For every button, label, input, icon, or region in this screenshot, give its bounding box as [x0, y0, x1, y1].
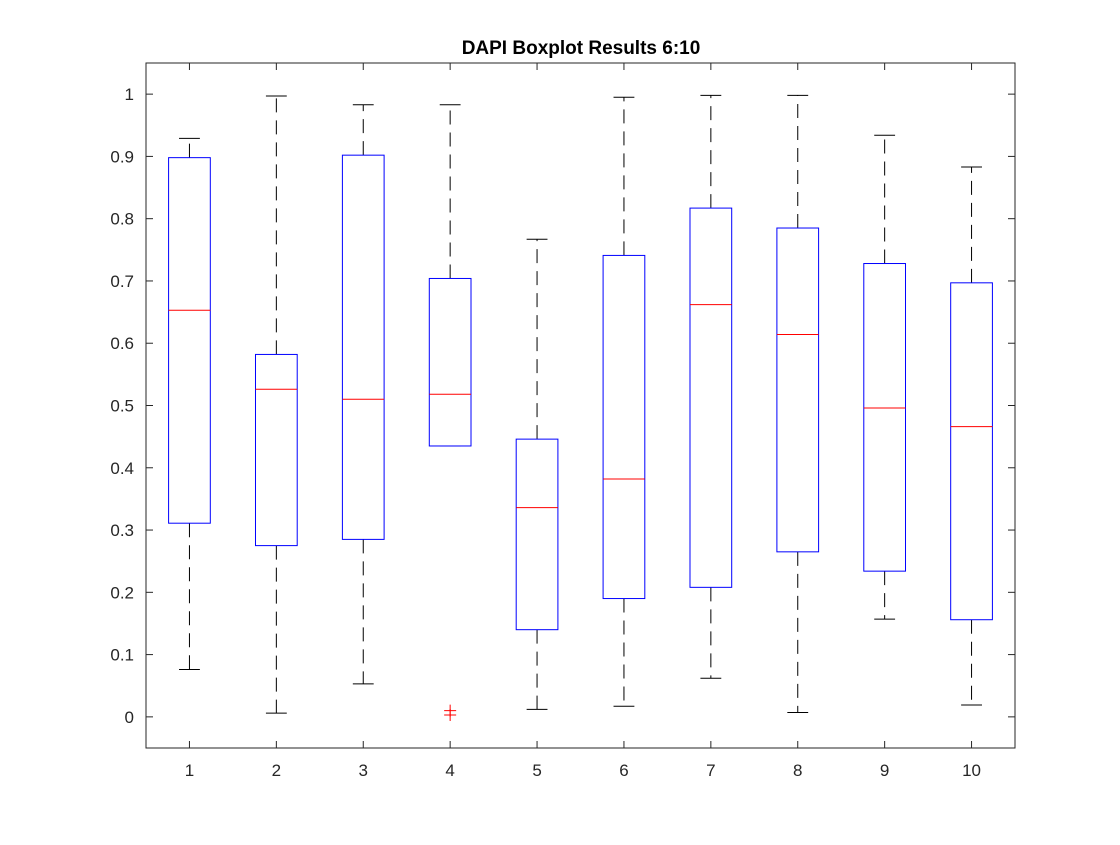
box-group-3 [341, 104, 385, 685]
box-group-5 [515, 238, 559, 710]
box-iqr [428, 277, 472, 447]
box-iqr [950, 282, 993, 621]
box-group-2 [254, 95, 298, 714]
box-iqr [515, 438, 559, 631]
outlier-marker [444, 704, 457, 717]
box-group-9 [863, 134, 907, 620]
y-tick-label: 0.4 [110, 459, 134, 478]
y-tick-label: 0.5 [110, 397, 134, 416]
y-tick-label: 0 [125, 708, 134, 727]
box-group-7 [689, 94, 733, 679]
y-tick-label: 0.8 [110, 210, 134, 229]
x-tick-label: 6 [619, 761, 628, 780]
x-tick-label: 4 [445, 761, 454, 780]
x-tick-label: 2 [272, 761, 281, 780]
axes-frame [145, 62, 1016, 749]
y-tick-label: 0.9 [110, 147, 134, 166]
x-tick-label: 1 [185, 761, 194, 780]
box-iqr [863, 263, 907, 572]
x-tick-label: 10 [962, 761, 981, 780]
box-iqr [602, 254, 646, 600]
x-tick-label: 3 [359, 761, 368, 780]
plot-area: 0 0.1 0.2 0.3 0.4 0.5 0.6 0.7 0.8 0.9 1 1 2 3 4 5 6 7 8 9 10 [110, 63, 1015, 780]
y-tick-label: 0.1 [110, 646, 134, 665]
y-tick-label: 0.6 [110, 334, 134, 353]
box-iqr [776, 227, 820, 553]
chart-title: DAPI Boxplot Results 6:10 [462, 38, 701, 59]
box-group-6 [602, 96, 646, 707]
box-group-8 [776, 94, 820, 714]
box-group-10 [950, 166, 993, 706]
y-tick-label: 0.7 [110, 272, 134, 291]
box-group-4 [428, 104, 472, 721]
x-tick-label: 5 [532, 761, 541, 780]
x-tick-label: 9 [880, 761, 889, 780]
box-iqr [254, 353, 298, 547]
y-tick-label: 0.2 [110, 583, 134, 602]
x-tick-label: 7 [706, 761, 715, 780]
box-group-1 [168, 137, 211, 671]
y-tick-label: 1 [125, 85, 134, 104]
box-iqr [168, 157, 211, 524]
y-tick-label: 0.3 [110, 521, 134, 540]
x-tick-label: 8 [793, 761, 802, 780]
box-iqr [341, 154, 385, 540]
box-iqr [689, 207, 733, 588]
